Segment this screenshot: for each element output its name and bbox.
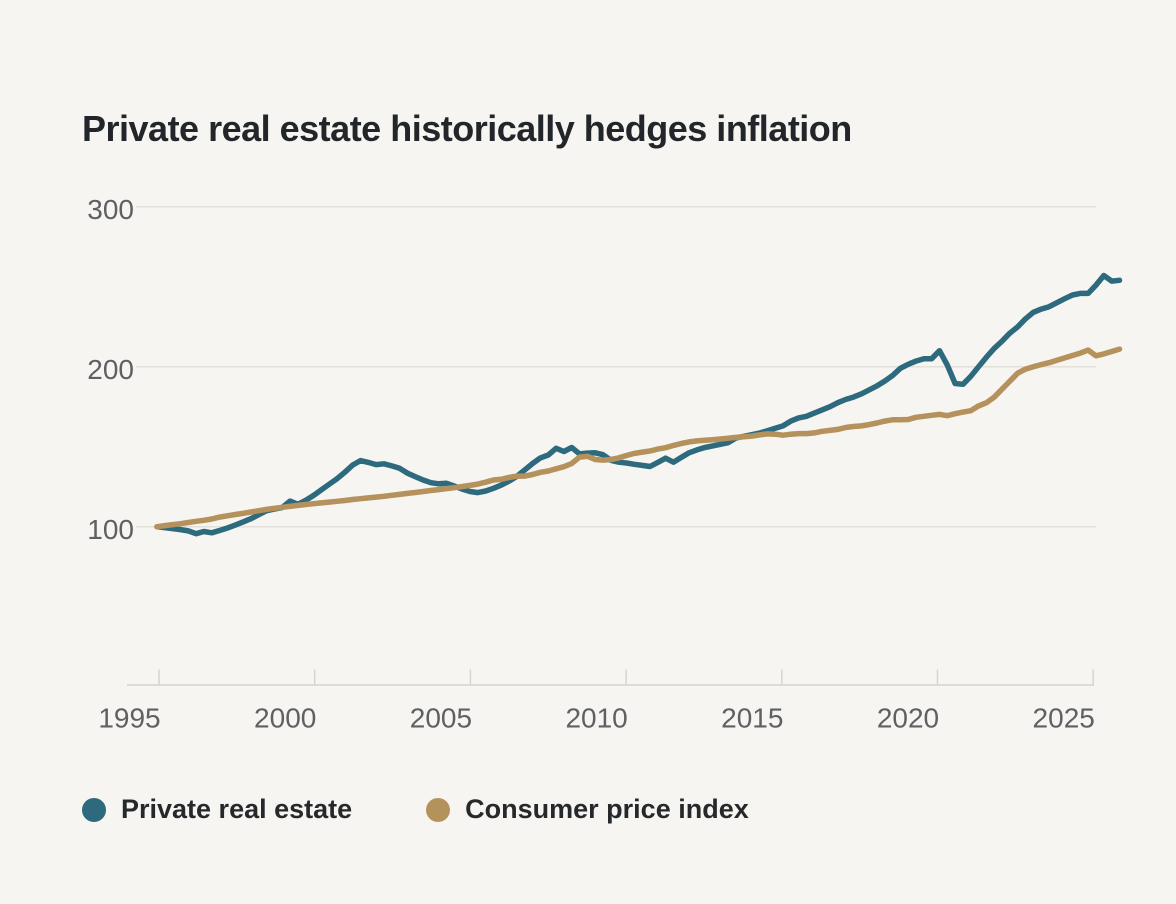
chart-legend: Private real estate Consumer price index [82,794,749,825]
x-axis-label-2000: 2000 [254,703,316,734]
legend-item-private-real-estate: Private real estate [82,794,352,825]
series-line-consumer-price-index [154,346,1123,530]
x-axis-label-1995: 1995 [98,703,160,734]
x-axis-label-2005: 2005 [410,703,472,734]
legend-label-private-real-estate: Private real estate [121,794,353,824]
legend-item-consumer-price-index: Consumer price index [426,794,749,825]
private-real-estate-dot-icon [82,797,106,822]
y-axis-label-200: 200 [87,354,134,385]
y-axis-label-100: 100 [87,514,134,545]
x-axis-label-2020: 2020 [877,703,939,734]
x-axis-label-2015: 2015 [721,703,783,734]
x-axis-label-2025: 2025 [1033,703,1095,734]
consumer-price-index-dot-icon [426,797,451,822]
series-line-private-real-estate [154,272,1123,537]
page-title: Private real estate historically hedges … [82,108,852,150]
x-axis-label-2010: 2010 [565,703,627,734]
legend-label-consumer-price-index: Consumer price index [465,794,749,824]
y-axis-label-300: 300 [87,194,134,225]
